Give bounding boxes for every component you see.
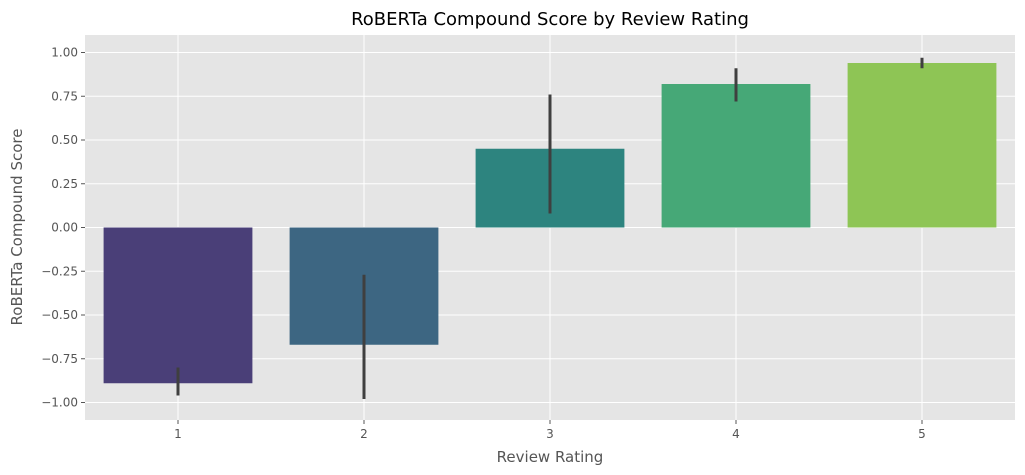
y-tick-label: 0.50 — [51, 133, 78, 147]
x-axis-label: Review Rating — [497, 448, 604, 466]
y-tick-label: 0.00 — [51, 221, 78, 235]
bar-rating-1 — [103, 227, 253, 384]
y-tick-label: −0.25 — [41, 264, 78, 278]
y-tick-label: −0.50 — [41, 308, 78, 322]
y-axis-label: RoBERTa Compound Score — [8, 129, 26, 326]
y-tick-label: −0.75 — [41, 352, 78, 366]
error-bars — [176, 57, 924, 399]
y-tick-label: 0.75 — [51, 89, 78, 103]
y-tick-label: 1.00 — [51, 46, 78, 60]
x-tick-label: 1 — [174, 427, 182, 441]
y-axis-ticks: 1.00 0.75 0.50 0.25 0.00 −0.25 −0.50 −0.75 −1.00 — [41, 46, 85, 410]
chart-title: RoBERTa Compound Score by Review Rating — [351, 9, 749, 30]
x-tick-label: 5 — [918, 427, 926, 441]
x-tick-label: 3 — [546, 427, 554, 441]
x-axis-ticks: 1 2 3 4 5 — [174, 420, 926, 441]
y-tick-label: −1.00 — [41, 396, 78, 410]
x-tick-label: 4 — [732, 427, 740, 441]
bar-rating-5 — [847, 63, 997, 228]
x-tick-label: 2 — [360, 427, 368, 441]
bar-rating-4 — [661, 84, 811, 228]
y-tick-label: 0.25 — [51, 177, 78, 191]
